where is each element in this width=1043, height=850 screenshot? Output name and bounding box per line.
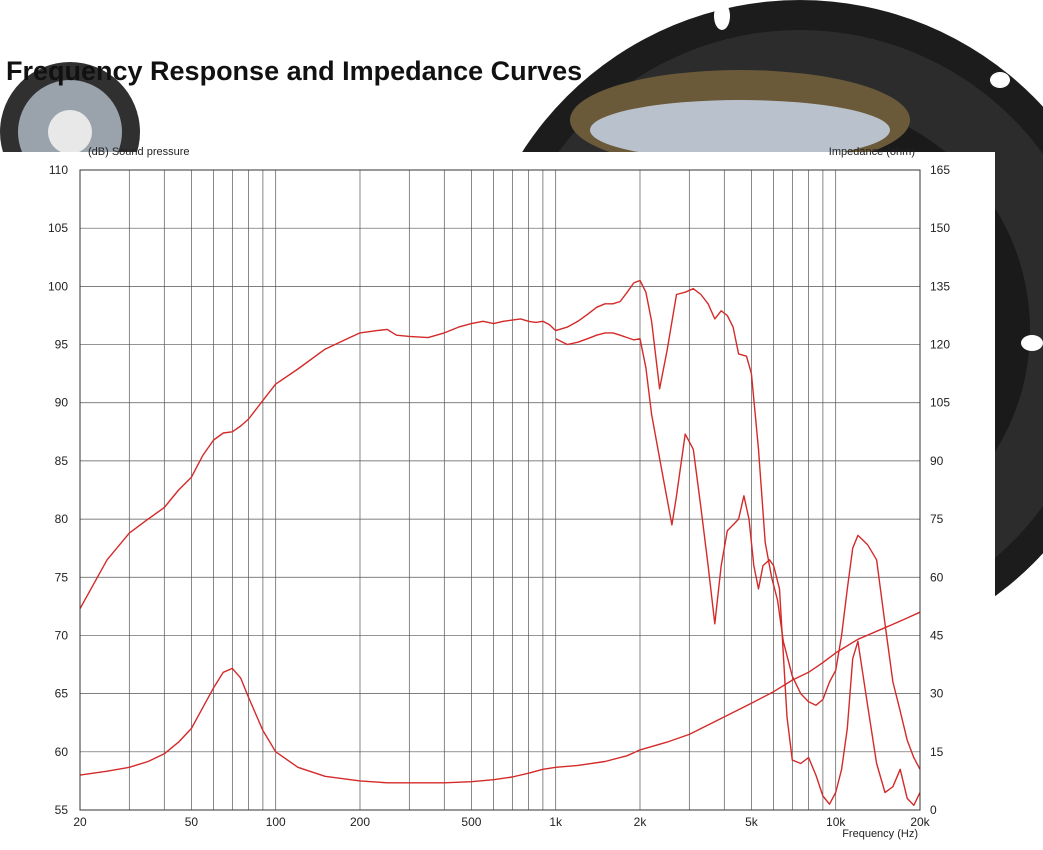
x-tick-label: 5k	[745, 815, 759, 829]
spl-curve-lower	[555, 332, 921, 806]
y2-tick-label: 135	[930, 279, 950, 293]
x-tick-label: 1k	[549, 815, 563, 829]
y-tick-label: 110	[49, 163, 68, 177]
y-tick-label: 65	[55, 687, 69, 701]
x-tick-label: 200	[350, 815, 370, 829]
y-tick-label: 105	[48, 221, 68, 235]
y2-tick-label: 120	[930, 338, 950, 352]
x-axis: 20 50 100 200 500 1k 2k 5k 10k 20k	[73, 815, 930, 829]
y2-tick-label: 15	[930, 745, 944, 759]
y-axis-label: (dB) Sound pressure	[88, 146, 190, 158]
y-tick-label: 100	[48, 279, 68, 293]
y-tick-label: 85	[55, 454, 69, 468]
y-tick-label: 75	[55, 570, 69, 584]
x-tick-label: 20k	[910, 815, 930, 829]
plot-frame	[79, 169, 921, 811]
y-axis-right: 0 15 30 45 60 75 90 105 120 135 150 165	[930, 163, 950, 817]
y2-tick-label: 105	[930, 396, 950, 410]
x-tick-label: 500	[461, 815, 481, 829]
y-axis-left: 55 60 65 70 75 80 85 90 95 100 105 110	[48, 163, 68, 817]
y2-tick-label: 150	[930, 221, 950, 235]
y-tick-label: 55	[55, 803, 69, 817]
chart-title: Frequency Response and Impedance Curves	[6, 56, 583, 86]
y2-tick-label: 165	[930, 163, 950, 177]
y2-tick-label: 60	[930, 570, 944, 584]
spl-curve-upper	[79, 279, 921, 770]
y-tick-label: 80	[55, 512, 69, 526]
y2-tick-label: 75	[930, 512, 944, 526]
x-tick-label: 2k	[634, 815, 648, 829]
y2-tick-label: 90	[930, 454, 944, 468]
x-tick-label: 10k	[826, 815, 846, 829]
y2-axis-label: Impedance (ohm)	[829, 146, 915, 158]
y-tick-label: 60	[55, 745, 69, 759]
x-tick-label: 50	[185, 815, 199, 829]
plot-area	[80, 170, 920, 810]
grid	[80, 170, 920, 810]
curves	[79, 279, 921, 806]
y-tick-label: 95	[55, 338, 69, 352]
y2-tick-label: 0	[930, 803, 937, 817]
y-tick-label: 90	[55, 396, 69, 410]
y2-tick-label: 30	[930, 687, 944, 701]
x-tick-label: 20	[73, 815, 87, 829]
x-tick-label: 100	[266, 815, 286, 829]
x-axis-label: Frequency (Hz)	[842, 828, 918, 840]
y2-tick-label: 45	[930, 628, 944, 642]
impedance-curve	[79, 611, 921, 784]
y-tick-label: 70	[55, 628, 69, 642]
